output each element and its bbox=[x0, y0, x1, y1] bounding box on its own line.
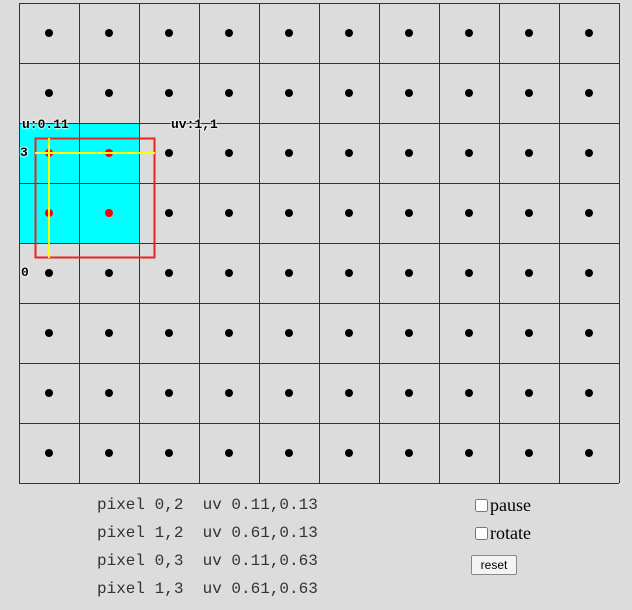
pixel-center-dot-highlighted bbox=[105, 209, 113, 217]
pixel-center-dot bbox=[165, 209, 173, 217]
info-line-1: pixel 0,2 uv 0.11,0.13 bbox=[97, 496, 318, 514]
pixel-center-dot bbox=[105, 329, 113, 337]
pixel-center-dot bbox=[405, 269, 413, 277]
pixel-center-dot bbox=[105, 269, 113, 277]
pixel-center-dot bbox=[45, 89, 53, 97]
pixel-center-dot bbox=[225, 29, 233, 37]
pixel-center-dot bbox=[345, 329, 353, 337]
pause-checkbox[interactable] bbox=[475, 499, 488, 512]
rotate-control[interactable]: rotate bbox=[475, 523, 531, 544]
pixel-center-dot bbox=[285, 449, 293, 457]
pixel-center-dot bbox=[585, 389, 593, 397]
pixel-center-dot bbox=[165, 269, 173, 277]
rotate-checkbox[interactable] bbox=[475, 527, 488, 540]
pixel-center-dot bbox=[45, 29, 53, 37]
u-label: u:0.11 bbox=[22, 117, 69, 132]
info-line-2: pixel 1,2 uv 0.61,0.13 bbox=[97, 524, 318, 542]
reset-button[interactable]: reset bbox=[471, 555, 517, 575]
pixel-center-dot bbox=[45, 329, 53, 337]
pixel-center-dot bbox=[585, 269, 593, 277]
pixel-center-dot bbox=[285, 329, 293, 337]
pixel-center-dot bbox=[225, 209, 233, 217]
pixel-center-dot bbox=[285, 389, 293, 397]
pixel-center-dot bbox=[585, 329, 593, 337]
pixel-center-dot bbox=[345, 449, 353, 457]
pixel-center-dot bbox=[225, 149, 233, 157]
pixel-center-dot bbox=[165, 89, 173, 97]
axis-label-bottom: 0 bbox=[21, 265, 29, 280]
pixel-center-dot bbox=[45, 449, 53, 457]
rotate-label: rotate bbox=[490, 523, 531, 543]
pixel-center-dot bbox=[585, 209, 593, 217]
pixel-center-dot bbox=[225, 329, 233, 337]
pixel-center-dot bbox=[465, 209, 473, 217]
pixel-center-dot bbox=[525, 449, 533, 457]
pixel-center-dot bbox=[345, 389, 353, 397]
pixel-center-dot bbox=[585, 449, 593, 457]
pixel-center-dot bbox=[165, 389, 173, 397]
pixel-center-dot bbox=[405, 209, 413, 217]
pixel-grid-canvas bbox=[19, 3, 620, 484]
pixel-center-dot bbox=[465, 389, 473, 397]
pixel-center-dot bbox=[465, 89, 473, 97]
pixel-center-dot bbox=[105, 389, 113, 397]
axis-label-top: 3 bbox=[20, 145, 28, 160]
pixel-center-dot bbox=[525, 269, 533, 277]
pixel-center-dot bbox=[465, 269, 473, 277]
pixel-center-dot bbox=[405, 389, 413, 397]
pixel-center-dot bbox=[525, 149, 533, 157]
pixel-center-dot bbox=[165, 329, 173, 337]
pixel-center-dot bbox=[405, 149, 413, 157]
pixel-center-dot bbox=[525, 29, 533, 37]
pixel-center-dot bbox=[465, 449, 473, 457]
pixel-center-dot bbox=[285, 29, 293, 37]
pause-control[interactable]: pause bbox=[475, 495, 531, 516]
pixel-center-dot bbox=[105, 89, 113, 97]
pixel-center-dot bbox=[405, 29, 413, 37]
pixel-center-dot bbox=[525, 89, 533, 97]
pixel-center-dot bbox=[165, 449, 173, 457]
pixel-center-dot bbox=[345, 149, 353, 157]
pixel-center-dot bbox=[465, 329, 473, 337]
pixel-center-dot bbox=[225, 389, 233, 397]
pixel-center-dot bbox=[165, 149, 173, 157]
pixel-center-dot bbox=[465, 149, 473, 157]
pixel-center-dot bbox=[105, 29, 113, 37]
uv-label: uv:1,1 bbox=[171, 117, 218, 132]
pixel-center-dot bbox=[285, 149, 293, 157]
pixel-center-dot bbox=[585, 29, 593, 37]
pixel-center-dot bbox=[525, 209, 533, 217]
pixel-center-dot bbox=[225, 449, 233, 457]
info-line-3: pixel 0,3 uv 0.11,0.63 bbox=[97, 552, 318, 570]
pixel-center-dot bbox=[45, 389, 53, 397]
pause-label: pause bbox=[490, 495, 531, 515]
pixel-center-dot bbox=[405, 329, 413, 337]
pixel-center-dot bbox=[345, 89, 353, 97]
pixel-center-dot bbox=[405, 449, 413, 457]
pixel-center-dot bbox=[105, 449, 113, 457]
pixel-center-dot bbox=[585, 89, 593, 97]
pixel-center-dot bbox=[165, 29, 173, 37]
pixel-center-dot bbox=[345, 209, 353, 217]
pixel-center-dot bbox=[525, 329, 533, 337]
pixel-center-dot bbox=[225, 269, 233, 277]
sample-rectangle bbox=[34, 137, 156, 259]
pixel-center-dot bbox=[405, 89, 413, 97]
info-line-4: pixel 1,3 uv 0.61,0.63 bbox=[97, 580, 318, 598]
pixel-center-dot bbox=[525, 389, 533, 397]
pixel-center-dot bbox=[45, 269, 53, 277]
pixel-center-dot bbox=[345, 269, 353, 277]
pixel-center-dot bbox=[285, 209, 293, 217]
pixel-center-dot bbox=[585, 149, 593, 157]
pixel-center-dot bbox=[225, 89, 233, 97]
pixel-center-dot bbox=[465, 29, 473, 37]
pixel-center-dot bbox=[285, 89, 293, 97]
pixel-center-dot bbox=[345, 29, 353, 37]
pixel-center-dot bbox=[285, 269, 293, 277]
